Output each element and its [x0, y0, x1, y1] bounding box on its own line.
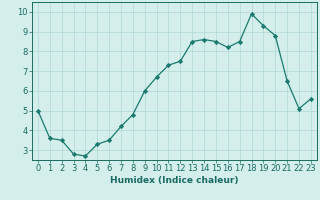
- X-axis label: Humidex (Indice chaleur): Humidex (Indice chaleur): [110, 176, 239, 185]
